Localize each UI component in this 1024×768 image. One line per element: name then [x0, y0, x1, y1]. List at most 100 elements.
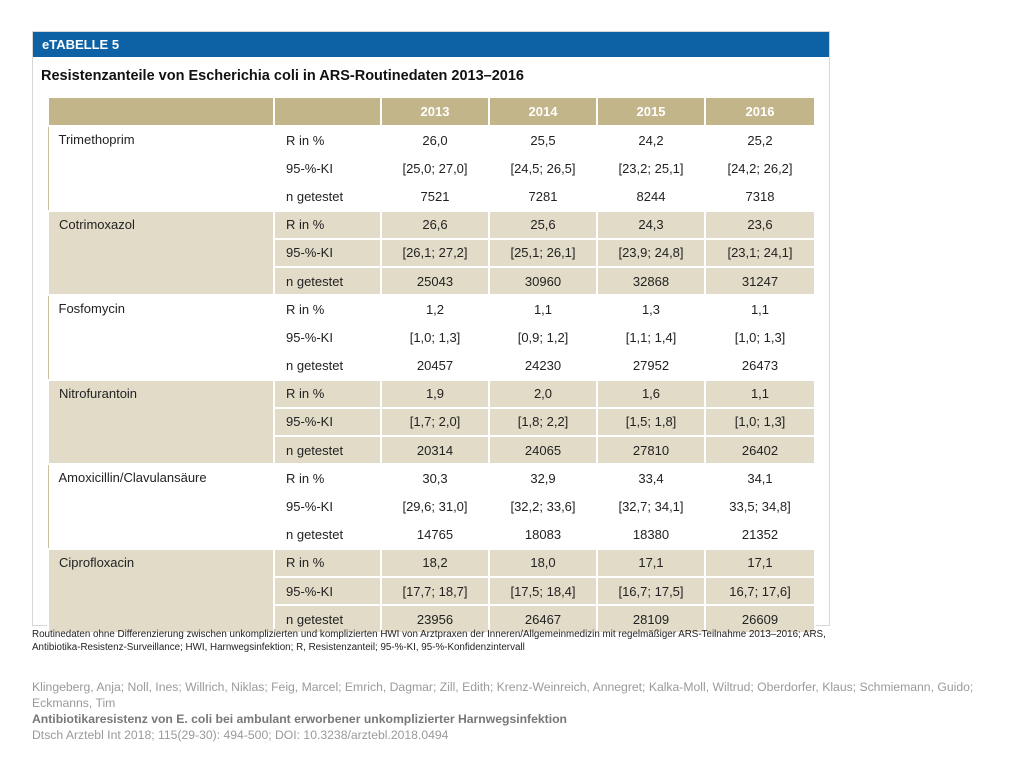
value-cell: 25043 [380, 265, 490, 297]
table-row: 95-%-KI [25,0; 27,0] [24,5; 26,5] [23,2; 25… [48, 153, 816, 184]
table-row: 95-%-KI [1,7; 2,0] [1,8; 2,2] [1,5; 1,8] [1,… [48, 406, 816, 438]
value-cell: 7281 [488, 181, 598, 212]
metric-label: 95-%-KI [273, 322, 382, 353]
drug-name: Nitrofurantoin [47, 378, 275, 466]
table-row: n getestet 14765 18083 18380 21352 [48, 519, 816, 550]
value-cell: 20457 [380, 350, 490, 381]
value-cell: 18083 [488, 519, 598, 550]
citation: Klingeberg, Anja; Noll, Ines; Willrich, … [32, 679, 1007, 743]
table-row: Cotrimoxazol R in % 26,6 25,6 24,3 23,6 [47, 209, 816, 297]
metric-label: R in % [273, 294, 382, 325]
year-header: 2014 [488, 96, 598, 127]
value-cell: [16,7; 17,5] [596, 575, 706, 607]
value-cell: 30960 [488, 265, 598, 297]
year-header: 2015 [596, 96, 706, 127]
value-cell: 27810 [596, 435, 706, 466]
value-cell: 16,7; 17,6] [704, 575, 816, 607]
value-cell: 30,3 [380, 463, 490, 494]
value-cell: 31247 [704, 265, 816, 297]
value-cell: [1,1; 1,4] [596, 322, 706, 353]
value-cell: [1,8; 2,2] [488, 406, 598, 438]
value-cell: 26473 [704, 350, 816, 381]
value-cell: 34,1 [704, 463, 816, 494]
metric-label: 95-%-KI [273, 153, 382, 184]
value-cell: [1,7; 2,0] [380, 406, 490, 438]
metric-label: n getestet [273, 181, 382, 212]
metric-label: R in % [273, 547, 382, 579]
value-cell: 24,2 [596, 124, 706, 156]
value-cell: 32868 [596, 265, 706, 297]
metric-label: n getestet [273, 519, 382, 550]
value-cell: [26,1; 27,2] [380, 237, 490, 268]
drug-name: Ciprofloxacin [47, 547, 275, 635]
table-row: Nitrofurantoin R in % 1,9 2,0 1,6 1,1 [47, 378, 816, 466]
value-cell: 27952 [596, 350, 706, 381]
value-cell: [17,5; 18,4] [488, 575, 598, 607]
metric-label: 95-%-KI [273, 406, 382, 438]
resistance-table: 2013 2014 2015 2016 Trimethoprim R in % 26… [47, 96, 816, 635]
value-cell: 24230 [488, 350, 598, 381]
value-cell: 33,5; 34,8] [704, 491, 816, 522]
metric-label: 95-%-KI [273, 575, 382, 607]
value-cell: 25,6 [488, 209, 598, 240]
value-cell: 26402 [704, 435, 816, 466]
value-cell: 18380 [596, 519, 706, 550]
value-cell: 2,0 [488, 378, 598, 409]
value-cell: [23,9; 24,8] [596, 237, 706, 268]
year-header: 2016 [704, 96, 816, 127]
value-cell: [1,5; 1,8] [596, 406, 706, 438]
table-title: Resistenzanteile von Escherichia coli in… [41, 68, 524, 84]
table-row: 95-%-KI [1,0; 1,3] [0,9; 1,2] [1,1; 1,4] [1,… [48, 322, 816, 353]
citation-journal: Dtsch Arztebl Int 2018; 115(29-30): 494-… [32, 728, 449, 742]
drug-name: Fosfomycin [47, 294, 275, 381]
citation-article-title: Antibiotikaresistenz von E. coli bei amb… [32, 712, 568, 726]
table-row: Trimethoprim R in % 26,0 25,5 24,2 25,2 [47, 124, 816, 212]
table-row: Fosfomycin R in % 1,2 1,1 1,3 1,1 [47, 294, 816, 381]
table-row: n getestet 25043 30960 32868 31247 [48, 265, 816, 297]
table-row: n getestet 20457 24230 27952 26473 [48, 350, 816, 381]
value-cell: [1,0; 1,3] [704, 406, 816, 438]
value-cell: [0,9; 1,2] [488, 322, 598, 353]
table-row: 95-%-KI [26,1; 27,2] [25,1; 26,1] [23,9; 24… [48, 237, 816, 268]
value-cell: [1,0; 1,3] [704, 322, 816, 353]
value-cell: 25,5 [488, 124, 598, 156]
value-cell: 1,1 [704, 294, 816, 325]
year-header: 2013 [380, 96, 490, 127]
metric-label: n getestet [273, 604, 382, 635]
value-cell: 21352 [704, 519, 816, 550]
metric-label: R in % [273, 124, 382, 156]
value-cell: 1,2 [380, 294, 490, 325]
table-row: Ciprofloxacin R in % 18,2 18,0 17,1 17,1 [47, 547, 816, 635]
value-cell: 24065 [488, 435, 598, 466]
value-cell: [1,0; 1,3] [380, 322, 490, 353]
table-label: eTABELLE 5 [33, 32, 829, 57]
value-cell: 1,6 [596, 378, 706, 409]
value-cell: [29,6; 31,0] [380, 491, 490, 522]
value-cell: 32,9 [488, 463, 598, 494]
value-cell: [24,2; 26,2] [704, 153, 816, 184]
table-row: 95-%-KI [29,6; 31,0] [32,2; 33,6] [32,7; 34… [48, 491, 816, 522]
value-cell: 23,6 [704, 209, 816, 240]
value-cell: 28109 [596, 604, 706, 635]
value-cell: [32,7; 34,1] [596, 491, 706, 522]
table-panel: eTABELLE 5 Resistenzanteile von Escheric… [32, 31, 830, 635]
header-row: 2013 2014 2015 2016 [47, 96, 816, 127]
value-cell: 1,1 [704, 378, 816, 409]
metric-label: R in % [273, 463, 382, 494]
table-row: n getestet 7521 7281 8244 7318 [48, 181, 816, 212]
value-cell: 1,9 [380, 378, 490, 409]
value-cell: 24,3 [596, 209, 706, 240]
value-cell: 26,6 [380, 209, 490, 240]
header-empty-cell [47, 96, 275, 127]
value-cell: 26467 [488, 604, 598, 635]
value-cell: 18,2 [380, 547, 490, 579]
value-cell: 17,1 [596, 547, 706, 579]
value-cell: [24,5; 26,5] [488, 153, 598, 184]
value-cell: [17,7; 18,7] [380, 575, 490, 607]
metric-label: n getestet [273, 435, 382, 466]
table-row: n getestet 20314 24065 27810 26402 [48, 435, 816, 466]
value-cell: 26609 [704, 604, 816, 635]
value-cell: 33,4 [596, 463, 706, 494]
metric-label: n getestet [273, 350, 382, 381]
drug-name: Cotrimoxazol [47, 209, 275, 297]
